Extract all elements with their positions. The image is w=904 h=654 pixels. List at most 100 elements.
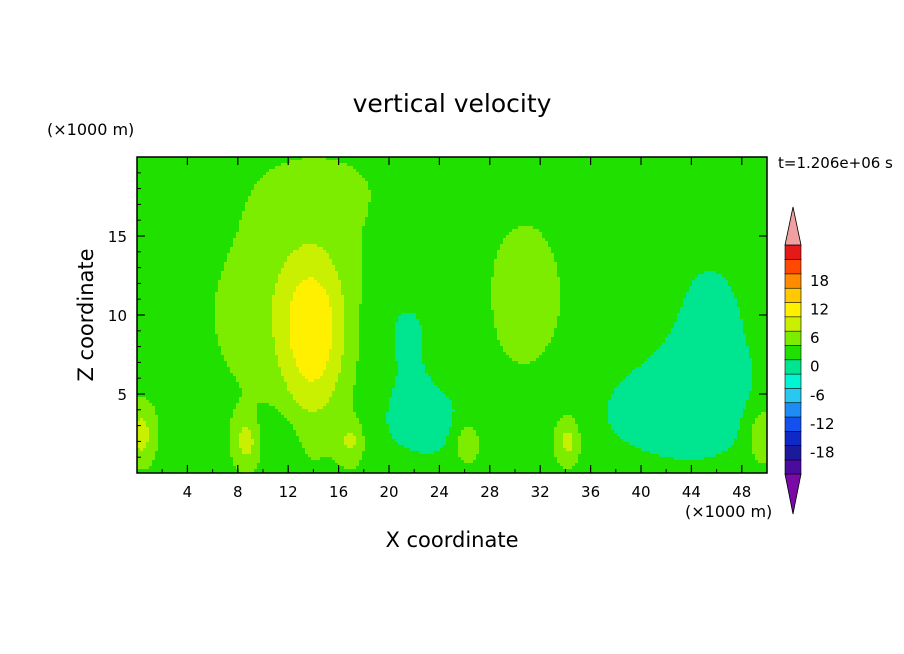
- field-cell: [731, 202, 735, 206]
- field-cell: [203, 184, 207, 188]
- field-cell: [434, 217, 438, 221]
- field-cell: [593, 214, 597, 218]
- field-cell: [716, 175, 720, 179]
- field-cell: [251, 226, 255, 230]
- field-cell: [269, 193, 273, 197]
- field-cell: [539, 208, 543, 212]
- field-cell: [416, 190, 420, 194]
- field-cell: [401, 190, 405, 194]
- field-cell: [224, 208, 228, 212]
- field-cell: [668, 163, 672, 167]
- field-cell: [227, 181, 231, 185]
- field-cell: [713, 199, 717, 203]
- field-cell: [512, 220, 516, 224]
- field-cell: [626, 205, 630, 209]
- field-cell: [605, 175, 609, 179]
- field-cell: [464, 163, 468, 167]
- field-cell: [560, 163, 564, 167]
- field-cell: [281, 223, 285, 227]
- field-cell: [341, 214, 345, 218]
- field-cell: [749, 205, 753, 209]
- field-cell: [425, 223, 429, 227]
- field-cell: [530, 196, 534, 200]
- field-cell: [335, 223, 339, 227]
- field-cell: [152, 166, 156, 170]
- field-cell: [707, 220, 711, 224]
- field-cell: [158, 196, 162, 200]
- field-cell: [674, 169, 678, 173]
- field-cell: [659, 208, 663, 212]
- field-cell: [386, 226, 390, 230]
- field-cell: [191, 190, 195, 194]
- field-cell: [248, 226, 252, 230]
- field-cell: [194, 181, 198, 185]
- field-cell: [161, 223, 165, 227]
- field-cell: [581, 193, 585, 197]
- field-cell: [707, 199, 711, 203]
- field-cell: [152, 190, 156, 194]
- field-cell: [380, 184, 384, 188]
- field-cell: [572, 223, 576, 227]
- field-cell: [356, 220, 360, 224]
- field-cell: [278, 211, 282, 215]
- field-cell: [233, 205, 237, 209]
- field-cell: [524, 214, 528, 218]
- field-cell: [143, 199, 147, 203]
- field-cell: [308, 205, 312, 209]
- field-cell: [761, 190, 765, 194]
- field-cell: [296, 169, 300, 173]
- field-cell: [314, 193, 318, 197]
- field-cell: [362, 184, 366, 188]
- field-cell: [641, 187, 645, 191]
- field-cell: [692, 193, 696, 197]
- field-cell: [476, 196, 480, 200]
- field-cell: [635, 187, 639, 191]
- field-cell: [389, 217, 393, 221]
- field-cell: [578, 160, 582, 164]
- field-cell: [224, 211, 228, 215]
- field-cell: [470, 193, 474, 197]
- field-cell: [266, 163, 270, 167]
- field-cell: [692, 175, 696, 179]
- field-cell: [284, 202, 288, 206]
- field-cell: [530, 199, 534, 203]
- field-cell: [512, 193, 516, 197]
- field-cell: [599, 217, 603, 221]
- field-cell: [515, 160, 519, 164]
- field-cell: [746, 199, 750, 203]
- field-cell: [185, 217, 189, 221]
- field-cell: [623, 226, 627, 230]
- field-cell: [437, 169, 441, 173]
- field-cell: [446, 226, 450, 230]
- field-cell: [404, 223, 408, 227]
- field-cell: [314, 220, 318, 224]
- field-cell: [284, 220, 288, 224]
- field-cell: [209, 187, 213, 191]
- field-cell: [173, 193, 177, 197]
- field-cell: [614, 187, 618, 191]
- field-cell: [242, 217, 246, 221]
- field-cell: [410, 166, 414, 170]
- field-cell: [491, 205, 495, 209]
- field-cell: [734, 160, 738, 164]
- field-cell: [152, 223, 156, 227]
- field-cell: [308, 214, 312, 218]
- field-cell: [371, 208, 375, 212]
- field-cell: [494, 220, 498, 224]
- field-cell: [620, 172, 624, 176]
- field-cell: [290, 175, 294, 179]
- field-cell: [641, 178, 645, 182]
- field-cell: [533, 160, 537, 164]
- field-cell: [200, 196, 204, 200]
- field-cell: [305, 199, 309, 203]
- field-cell: [176, 172, 180, 176]
- field-cell: [320, 226, 324, 230]
- field-cell: [191, 181, 195, 185]
- field-cell: [320, 220, 324, 224]
- field-cell: [323, 190, 327, 194]
- field-cell: [317, 190, 321, 194]
- field-cell: [542, 190, 546, 194]
- field-cell: [155, 220, 159, 224]
- field-cell: [713, 190, 717, 194]
- field-cell: [449, 220, 453, 224]
